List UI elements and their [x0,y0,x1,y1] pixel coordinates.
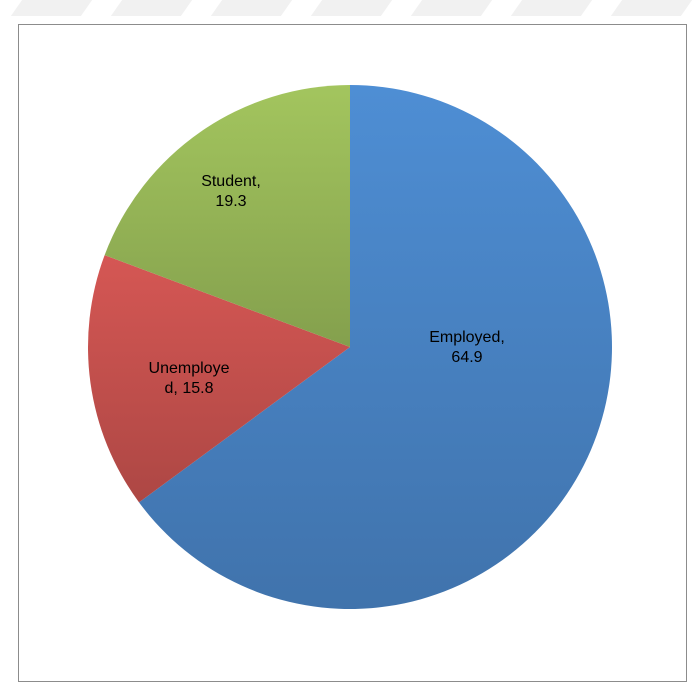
data-label-employed: Employed, 64.9 [429,329,505,366]
pie-slice-unemployed [87,255,350,503]
data-label-student: Student, 19.3 [201,173,261,210]
pie-slices [87,85,612,609]
pie-slice-student [104,85,350,347]
pie-labels: Employed, 64.9 Unemploye d, 15.8 Student, 19.… [149,173,505,397]
data-label-unemployed: Unemploye d, 15.8 [149,360,230,397]
pie-slice-employed [139,85,612,609]
page-header-strip [0,0,695,22]
